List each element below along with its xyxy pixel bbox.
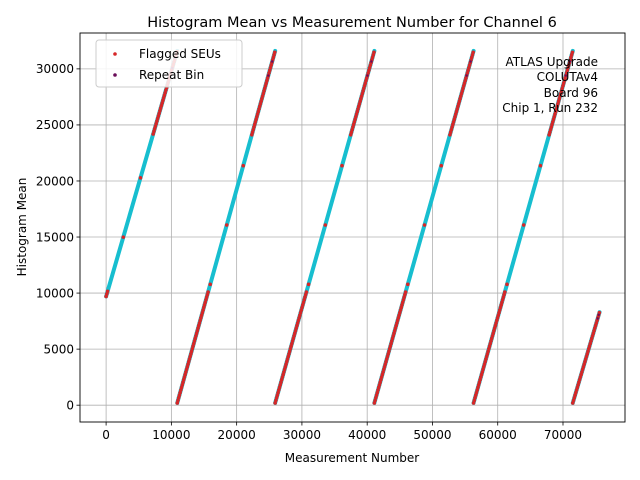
flagged-seu-point [471, 50, 475, 55]
x-tick-label: 60000 [479, 428, 517, 442]
flagged-seu-point [505, 282, 509, 287]
legend-box [95, 39, 243, 88]
x-tick-label: 50000 [413, 428, 451, 442]
x-tick-label: 40000 [348, 428, 386, 442]
repeat-bin-point [370, 60, 373, 63]
legend-label-repeat-bin: Repeat Bin [139, 68, 204, 82]
y-tick-label: 30000 [36, 62, 74, 76]
flagged-seu-point [521, 223, 526, 227]
flagged-seu-point [538, 163, 543, 168]
x-tick-label: 30000 [283, 428, 321, 442]
flagged-seu-point [340, 163, 344, 168]
flagged-seu-point [272, 50, 277, 55]
flagged-seu-point [306, 282, 311, 287]
flagged-seu-point [439, 163, 444, 168]
annotation-box: ATLAS Upgrade COLUTAv4 Board 96 Chip 1, … [502, 55, 598, 115]
flagged-seu-point [570, 50, 575, 55]
x-axis-label: Measurement Number [285, 451, 419, 465]
flagged-seu-point [105, 289, 110, 294]
flagged-seu-point [304, 290, 309, 294]
repeat-bin-point [596, 317, 599, 320]
legend-marker-repeat-bin [113, 73, 117, 77]
flagged-seu-point [403, 290, 408, 294]
flagged-seu-point [208, 282, 213, 287]
flagged-seu-point [138, 176, 143, 180]
flagged-seu-point [121, 235, 126, 239]
x-tick-label: 20000 [218, 428, 256, 442]
y-tick-label: 20000 [36, 174, 74, 188]
flagged-seu-point [597, 310, 602, 315]
annotation-line-1: ATLAS Upgrade [505, 55, 598, 69]
x-tick-label: 0 [102, 428, 110, 442]
chart-title: Histogram Mean vs Measurement Number for… [147, 15, 557, 31]
x-tick-label: 70000 [544, 428, 582, 442]
repeat-bin-point [564, 74, 568, 77]
x-tick-label: 10000 [152, 428, 190, 442]
repeat-bin-point [366, 74, 369, 77]
annotation-line-4: Chip 1, Run 232 [502, 101, 598, 115]
repeat-bin-point [267, 74, 270, 77]
flagged-seu-point [206, 290, 210, 294]
annotation-line-2: COLUTAv4 [537, 70, 598, 84]
legend-marker-flagged-seus [113, 52, 117, 56]
y-axis-label: Histogram Mean [15, 178, 29, 277]
y-tick-label: 10000 [36, 286, 74, 300]
repeat-bin-point [469, 60, 472, 63]
flagged-seu-point [422, 223, 427, 227]
repeat-bin-point [271, 60, 274, 63]
plot-frame [79, 32, 626, 423]
repeat-bin-point [568, 60, 572, 63]
repeat-bin-point [597, 313, 600, 317]
flagged-seu-point [405, 282, 410, 287]
y-tick-label: 0 [66, 398, 74, 412]
repeat-bin-point [465, 74, 468, 77]
y-tick-label: 25000 [36, 118, 74, 132]
flagged-seu-point [503, 290, 507, 294]
data-points [104, 48, 602, 405]
x-axis-ticks: 0 10000 20000 30000 40000 50000 60000 70000 [102, 422, 582, 442]
flagged-seu-point [323, 223, 328, 227]
y-tick-label: 15000 [36, 230, 74, 244]
legend: Flagged SEUs Repeat Bin [95, 39, 243, 88]
flagged-seu-point [372, 50, 376, 55]
legend-label-flagged-seus: Flagged SEUs [139, 47, 221, 61]
y-axis-ticks: 0 5000 10000 15000 20000 25000 30000 [36, 62, 80, 412]
flagged-seu-point [241, 163, 246, 168]
annotation-line-3: Board 96 [544, 86, 598, 100]
y-tick-label: 5000 [43, 342, 74, 356]
flagged-seu-point [224, 223, 229, 227]
